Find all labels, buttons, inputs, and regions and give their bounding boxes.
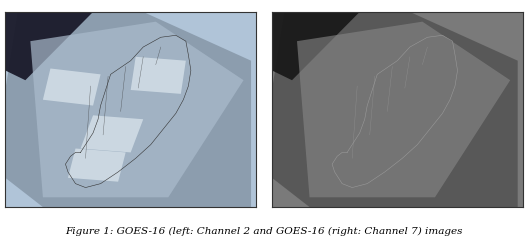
Polygon shape	[68, 149, 126, 182]
Polygon shape	[80, 115, 143, 152]
Polygon shape	[272, 12, 360, 80]
Polygon shape	[43, 69, 100, 106]
Polygon shape	[5, 12, 93, 80]
Text: Figure 1: GOES-16 (left: Channel 2 and GOES-16 (right: Channel 7) images: Figure 1: GOES-16 (left: Channel 2 and G…	[65, 227, 463, 236]
Polygon shape	[5, 12, 251, 207]
Polygon shape	[130, 57, 186, 94]
Polygon shape	[272, 12, 518, 207]
Polygon shape	[297, 22, 510, 197]
Polygon shape	[31, 22, 243, 197]
